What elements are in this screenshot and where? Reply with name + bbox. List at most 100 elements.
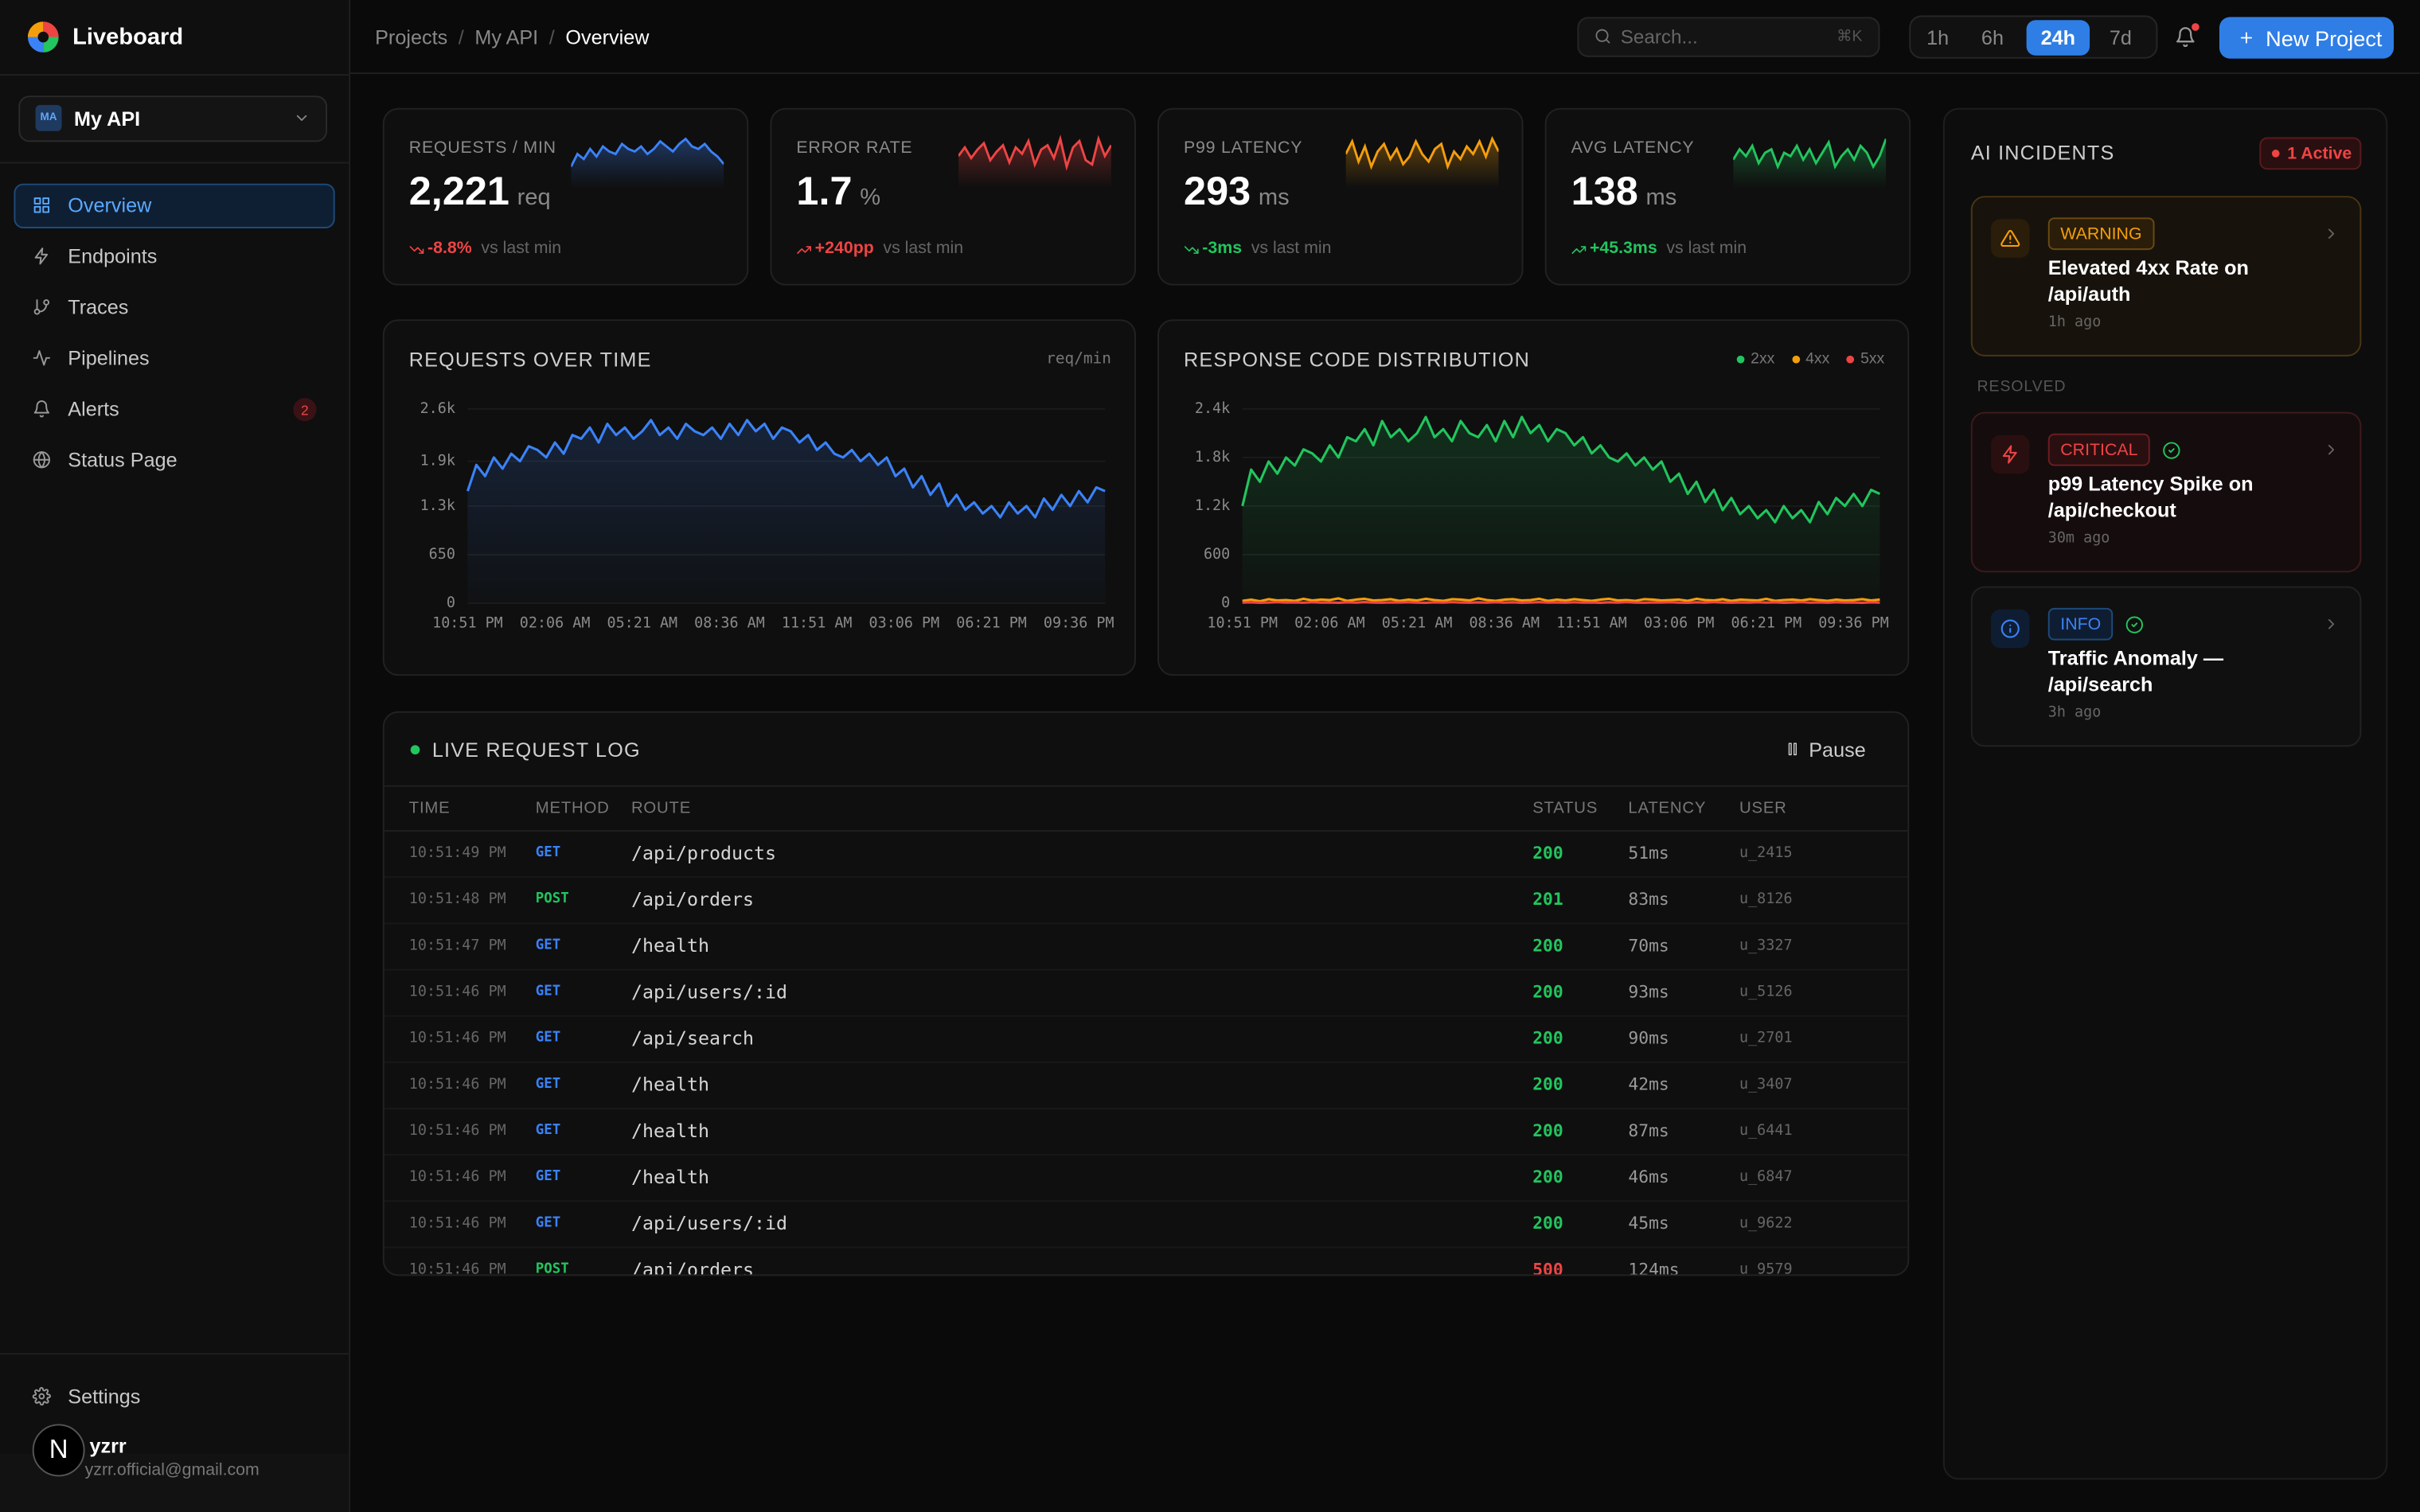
severity-tag: CRITICAL: [2047, 433, 2150, 466]
user-cell: u_6441: [1739, 1122, 1793, 1140]
column-header: USER: [1739, 799, 1787, 818]
time-cell: 10:51:46 PM: [408, 1076, 506, 1093]
user-cell: u_9622: [1739, 1214, 1793, 1233]
settings-link[interactable]: Settings: [68, 1385, 141, 1409]
time-cell: 10:51:47 PM: [408, 937, 506, 955]
breadcrumb-item[interactable]: My API: [474, 25, 539, 49]
range-button[interactable]: 6h: [1981, 25, 2004, 50]
breadcrumb-item[interactable]: Projects: [375, 25, 448, 49]
search-placeholder: Search...: [1620, 25, 1698, 49]
project-selector[interactable]: [18, 95, 328, 142]
app-name: Liveboard: [72, 24, 184, 51]
legend-label: 4xx: [1805, 351, 1830, 368]
nav-item[interactable]: Endpoints: [68, 244, 158, 268]
nav-icon-shape: [33, 197, 50, 213]
bell-icon-shape: [2176, 27, 2195, 47]
y-tick-label: 600: [1204, 546, 1230, 563]
logo-segment: [27, 21, 44, 37]
x-tick-label: 09:36 PM: [1818, 614, 1889, 631]
logo: [27, 21, 59, 53]
column-header: METHOD: [535, 799, 610, 818]
nav-item[interactable]: Alerts: [68, 397, 119, 421]
incident-title: p99 Latency Spike on /api/checkout: [2047, 472, 2254, 522]
nav-item[interactable]: Pipelines: [68, 346, 150, 370]
x-tick-label: 06:21 PM: [956, 614, 1027, 631]
metric-card: AVG LATENCY 138 ms +45.3ms vs last min: [1544, 107, 1911, 286]
time-cell: 10:51:48 PM: [408, 890, 506, 908]
trend-icon-shape: [1571, 246, 1587, 254]
nav-item[interactable]: Status Page: [68, 448, 178, 472]
incidents-title: AI INCIDENTS: [1970, 141, 2115, 165]
logo-center: [37, 31, 49, 43]
chart-title: RESPONSE CODE DISTRIBUTION: [1184, 348, 1531, 372]
user-cell: u_9579: [1739, 1261, 1793, 1276]
divider: [384, 830, 1908, 832]
metric-value-row: 2,221 req: [409, 167, 551, 215]
time-cell: 10:51:46 PM: [408, 1168, 506, 1186]
avatar: N: [32, 1424, 85, 1477]
legend-item: 4xx: [1791, 351, 1830, 368]
nav-item[interactable]: Overview: [68, 193, 152, 217]
nav-icon: [33, 197, 50, 213]
time-cell: 10:51:46 PM: [408, 1122, 506, 1140]
incident-card[interactable]: CRITICAL p99 Latency Spike on /api/checko…: [1970, 411, 2362, 573]
severity-icon: [2002, 445, 2017, 464]
range-button[interactable]: 24h: [2026, 20, 2090, 56]
sparkline-line: [1733, 138, 1887, 170]
range-button[interactable]: 1h: [1926, 25, 1950, 50]
search-box[interactable]: [1577, 17, 1880, 57]
incident-card[interactable]: INFO Traffic Anomaly — /api/search 3h ago: [1970, 586, 2362, 747]
latency-cell: 42ms: [1628, 1074, 1669, 1095]
row-divider: [384, 1015, 1908, 1017]
x-tick-label: 08:36 AM: [694, 614, 765, 631]
x-tick-label: 02:06 AM: [1294, 614, 1365, 631]
search-icon: [1595, 29, 1610, 44]
sparkline-line: [958, 134, 1111, 171]
incident-time: 1h ago: [2047, 314, 2102, 331]
x-tick-label: 10:51 PM: [1207, 614, 1278, 631]
nav-icon-shape: [33, 451, 51, 469]
metric-unit: req: [517, 184, 551, 211]
range-button[interactable]: 7d: [2109, 25, 2132, 50]
status-cell: 500: [1532, 1260, 1563, 1276]
nav-active-bg: [14, 183, 335, 228]
incidents-panel: AI INCIDENTS 1 Active WARNING Elevated 4xx …: [1942, 107, 2388, 1480]
legend-item: 2xx: [1736, 351, 1774, 368]
x-tick-label: 02:06 AM: [520, 614, 591, 631]
latency-cell: 87ms: [1628, 1120, 1669, 1141]
status-cell: 200: [1532, 982, 1563, 1003]
y-tick-label: 1.9k: [420, 453, 455, 470]
column-header: LATENCY: [1628, 799, 1707, 818]
status-cell: 200: [1532, 1074, 1563, 1095]
sparkline-area: [1733, 138, 1887, 189]
incident-card[interactable]: WARNING Elevated 4xx Rate on /api/auth 1h …: [1970, 196, 2362, 357]
metric-compare: vs last min: [1251, 239, 1332, 258]
live-dot: [410, 745, 420, 755]
nav-item[interactable]: Traces: [68, 295, 129, 319]
breadcrumb-item: Overview: [565, 25, 650, 49]
metric-delta: +45.3ms: [1589, 239, 1657, 258]
y-tick-label: 2.6k: [420, 400, 455, 417]
status-cell: 201: [1532, 889, 1563, 910]
severity-icon: [2000, 619, 2020, 638]
column-header: ROUTE: [630, 799, 692, 818]
x-tick-label: 11:51 AM: [782, 614, 853, 631]
y-tick-label: 0: [447, 594, 455, 611]
time-cell: 10:51:46 PM: [408, 983, 506, 1001]
nav-icon: [33, 299, 49, 315]
nav-icon-shape: [33, 299, 49, 315]
trend-icon-shape: [797, 246, 811, 254]
metric-unit: ms: [1645, 184, 1677, 211]
latency-cell: 124ms: [1628, 1260, 1680, 1276]
metric-value: 293: [1184, 167, 1251, 214]
metric-label: AVG LATENCY: [1571, 138, 1695, 158]
resolved-icon: [2163, 442, 2180, 459]
trend-icon: [1571, 246, 1587, 254]
active-dot: [2271, 150, 2280, 158]
latency-cell: 51ms: [1628, 843, 1669, 863]
x-tick-label: 09:36 PM: [1044, 614, 1114, 631]
pause-button[interactable]: Pause: [1809, 738, 1866, 762]
metric-card: ERROR RATE 1.7% +240pp vs last min: [770, 107, 1136, 286]
metric-unit: ms: [1258, 184, 1290, 211]
